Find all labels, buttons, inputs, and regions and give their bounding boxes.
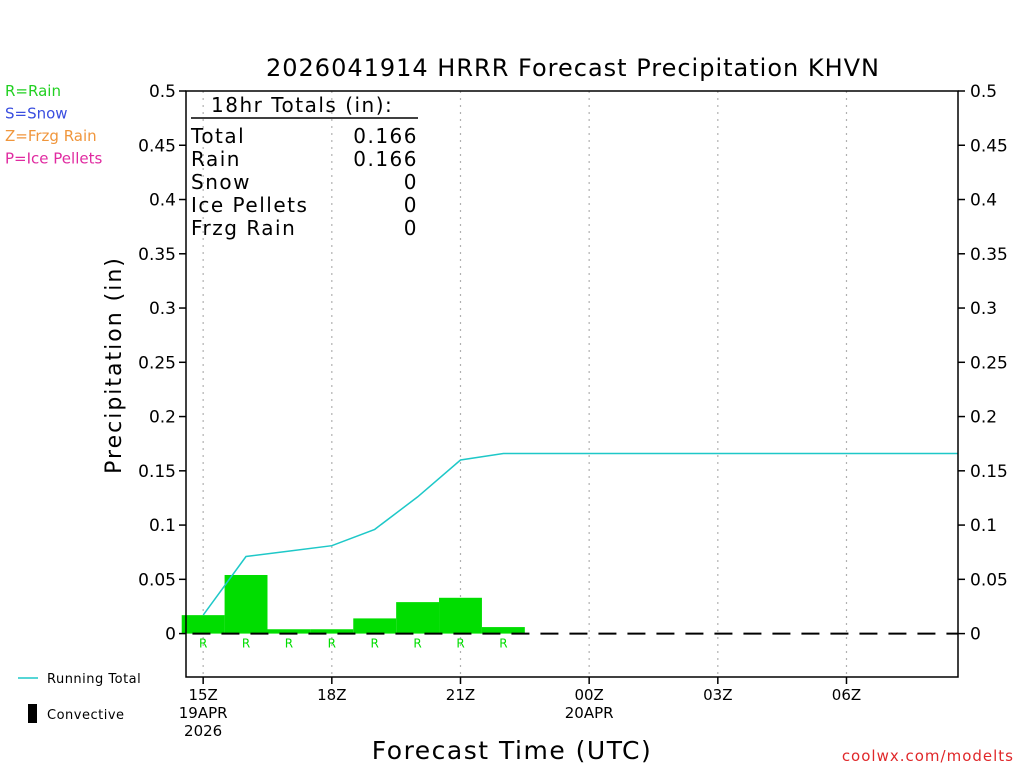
bar-series [181,574,525,634]
grid-lines [202,91,848,677]
x-tick-label: 06Z [832,686,861,704]
y-tick-label-left: 0.35 [138,245,176,265]
precip-bar [439,597,482,634]
x-tick-label: 2026 [184,722,222,740]
y-tick-label-right: 0.5 [970,82,997,102]
series-legend: Running Total Convective [18,672,141,723]
totals-row-label: Snow [191,170,251,194]
credit-link[interactable]: coolwx.com/modelts [842,747,1014,765]
y-tick-label-right: 0.4 [970,191,997,211]
y-tick-label-right: 0.2 [970,408,997,428]
bar-type-label: R [285,637,293,651]
bar-type-label: R [199,637,207,651]
running-total-series [202,452,958,616]
type-legend-item: R=Rain [5,82,61,100]
convective-swatch [28,704,37,723]
precip-bar [310,629,354,634]
totals-row-value: 0 [404,193,418,217]
x-tick-label: 00Z [574,686,603,704]
totals-row-value: 0.166 [353,147,418,171]
y-tick-label-left: 0.5 [149,82,176,102]
x-tick-label: 20APR [565,704,614,722]
convective-legend-label: Convective [47,708,125,723]
y-axis-left: 0 0.05 0.1 0.15 0.2 0.25 0.3 0.35 0.4 0.45 0.5 [138,82,186,645]
x-tick-label: 21Z [446,686,475,704]
bar-type-label: R [371,637,379,651]
y-tick-label-right: 0.3 [970,299,997,319]
bar-type-label: R [499,637,507,651]
x-tick-label: 15Z [188,686,217,704]
totals-row-value: 0 [404,170,418,194]
precip-type-legend: R=Rain S=Snow Z=Frzg Rain P=Ice Pellets [5,82,102,168]
totals-row-label: Frzg Rain [191,216,296,240]
type-legend-item: Z=Frzg Rain [5,127,97,145]
y-tick-label-left: 0.1 [149,516,176,536]
y-tick-label-left: 0.3 [149,299,176,319]
plot-frame [185,90,959,678]
y-tick-label-right: 0.35 [970,245,1008,265]
y-tick-label-right: 0.15 [970,462,1008,482]
x-tick-label: 19APR [179,704,228,722]
precip-bar [396,602,440,634]
y-tick-label-left: 0.2 [149,408,176,428]
type-legend-item: P=Ice Pellets [5,150,102,168]
bar-type-label: R [242,637,250,651]
bar-type-label: R [413,637,421,651]
precip-bar [353,618,397,634]
totals-row-label: Ice Pellets [191,193,308,217]
type-legend-item: S=Snow [5,105,68,123]
totals-heading: 18hr Totals (in): [211,93,393,117]
totals-row-label: Rain [191,147,241,171]
totals-row-value: 0.166 [353,124,418,148]
bar-type-label: R [456,637,464,651]
x-tick-label: 18Z [317,686,346,704]
y-tick-label-right: 0 [970,625,981,645]
totals-row-value: 0 [404,216,418,240]
y-axis-label: Precipitation (in) [102,256,127,474]
y-tick-label-left: 0.25 [138,353,176,373]
chart-title: 2026041914 HRRR Forecast Precipitation K… [266,54,880,82]
y-tick-label-left: 0 [165,625,176,645]
y-tick-label-left: 0.45 [138,136,176,156]
y-tick-label-right: 0.1 [970,516,997,536]
precip-bar [481,627,525,634]
bar-type-label: R [328,637,336,651]
x-tick-label: 03Z [703,686,732,704]
precip-bar [267,629,311,634]
y-tick-label-right: 0.25 [970,353,1008,373]
x-axis-label: Forecast Time (UTC) [372,736,652,765]
precip-bar [181,615,225,634]
y-tick-label-right: 0.05 [970,570,1008,590]
y-axis-right: 0 0.05 0.1 0.15 0.2 0.25 0.3 0.35 0.4 0.45 0.5 [958,82,1008,645]
running-total-line [202,452,958,616]
y-tick-label-right: 0.45 [970,136,1008,156]
running-total-legend-label: Running Total [47,672,141,687]
totals-row-label: Total [190,124,245,148]
y-tick-label-left: 0.4 [149,191,176,211]
precip-bar [224,574,268,634]
totals-box: 18hr Totals (in): Total 0.166 Rain 0.166 Snow… [190,93,418,240]
y-tick-label-left: 0.15 [138,462,176,482]
y-tick-label-left: 0.05 [138,570,176,590]
